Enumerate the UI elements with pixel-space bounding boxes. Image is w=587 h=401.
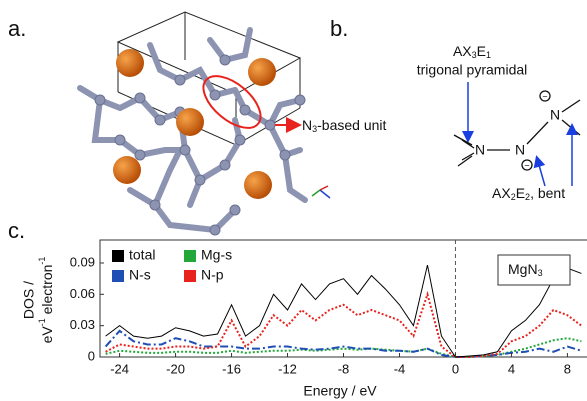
annotation-text: MgN xyxy=(508,261,538,277)
x-tick-label: -24 xyxy=(110,361,129,376)
x-tick-label: -16 xyxy=(222,361,241,376)
legend-swatch xyxy=(112,270,124,282)
geometry-label: AX3E1 xyxy=(453,43,491,61)
geometry-text: E xyxy=(516,185,525,201)
panel-label: b. xyxy=(330,16,348,41)
legend-label: N-p xyxy=(201,267,224,283)
y-label-text: electron xyxy=(39,265,55,319)
charge: − xyxy=(524,160,529,170)
x-tick-label: -8 xyxy=(338,361,350,376)
charge: − xyxy=(542,91,547,101)
atom-label: N xyxy=(475,142,485,158)
legend-swatch xyxy=(184,270,196,282)
y-tick-label: 0.09 xyxy=(70,254,95,269)
page: {"panel_a": {"label": "a.", "annotation"… xyxy=(0,0,587,401)
panel-label: c. xyxy=(8,218,25,243)
series-line xyxy=(106,294,582,357)
geometry-text: , bent xyxy=(530,185,565,201)
figure: a. xyxy=(0,0,587,401)
y-tick-label: 0.06 xyxy=(70,286,95,301)
geometry-text: AX xyxy=(453,43,472,59)
atom-label: N xyxy=(515,142,525,158)
y-label-superscript: -1 xyxy=(37,318,47,326)
y-label-text: eV xyxy=(39,326,55,344)
y-label-superscript: -1 xyxy=(37,257,47,265)
annotation-subscript: 3 xyxy=(538,268,543,278)
geometry-label: AX2E2, bent xyxy=(492,185,565,203)
geometry-subscript: 1 xyxy=(486,50,491,60)
legend-swatch xyxy=(184,250,196,262)
y-axis-label: DOS / eV-1 electron-1 xyxy=(21,257,55,344)
geometry-name: trigonal pyramidal xyxy=(417,62,528,78)
x-axis-label: Energy / eV xyxy=(303,383,377,399)
panel-label: a. xyxy=(8,16,26,41)
lewis-structure xyxy=(454,82,580,186)
annotation: N3-based unit xyxy=(302,117,387,135)
legend-label: Mg-s xyxy=(201,247,232,263)
x-tick-label: -4 xyxy=(394,361,406,376)
legend-label: N-s xyxy=(129,267,151,283)
annotation: MgN3 xyxy=(508,261,543,279)
x-tick-label: -20 xyxy=(166,361,185,376)
annotation-text: -based unit xyxy=(317,117,386,133)
geometry-text: AX xyxy=(492,185,511,201)
y-tick-label: 0 xyxy=(88,348,95,363)
atom-label: N xyxy=(550,107,560,123)
annotation-text: N xyxy=(302,117,312,133)
legend-label: total xyxy=(129,247,155,263)
x-tick-label: 8 xyxy=(564,361,571,376)
x-tick-label: -12 xyxy=(278,361,297,376)
x-tick-label: 4 xyxy=(508,361,515,376)
y-axis-label-line: eV-1 electron-1 xyxy=(37,257,54,344)
geometry-text: E xyxy=(477,43,486,59)
y-axis-label-line: DOS / xyxy=(21,281,37,319)
x-tick-label: 0 xyxy=(452,361,459,376)
y-tick-label: 0.03 xyxy=(70,317,95,332)
crystal-structure xyxy=(80,12,330,235)
legend-swatch xyxy=(112,250,124,262)
legend: total Mg-s N-s N-p xyxy=(104,244,254,286)
